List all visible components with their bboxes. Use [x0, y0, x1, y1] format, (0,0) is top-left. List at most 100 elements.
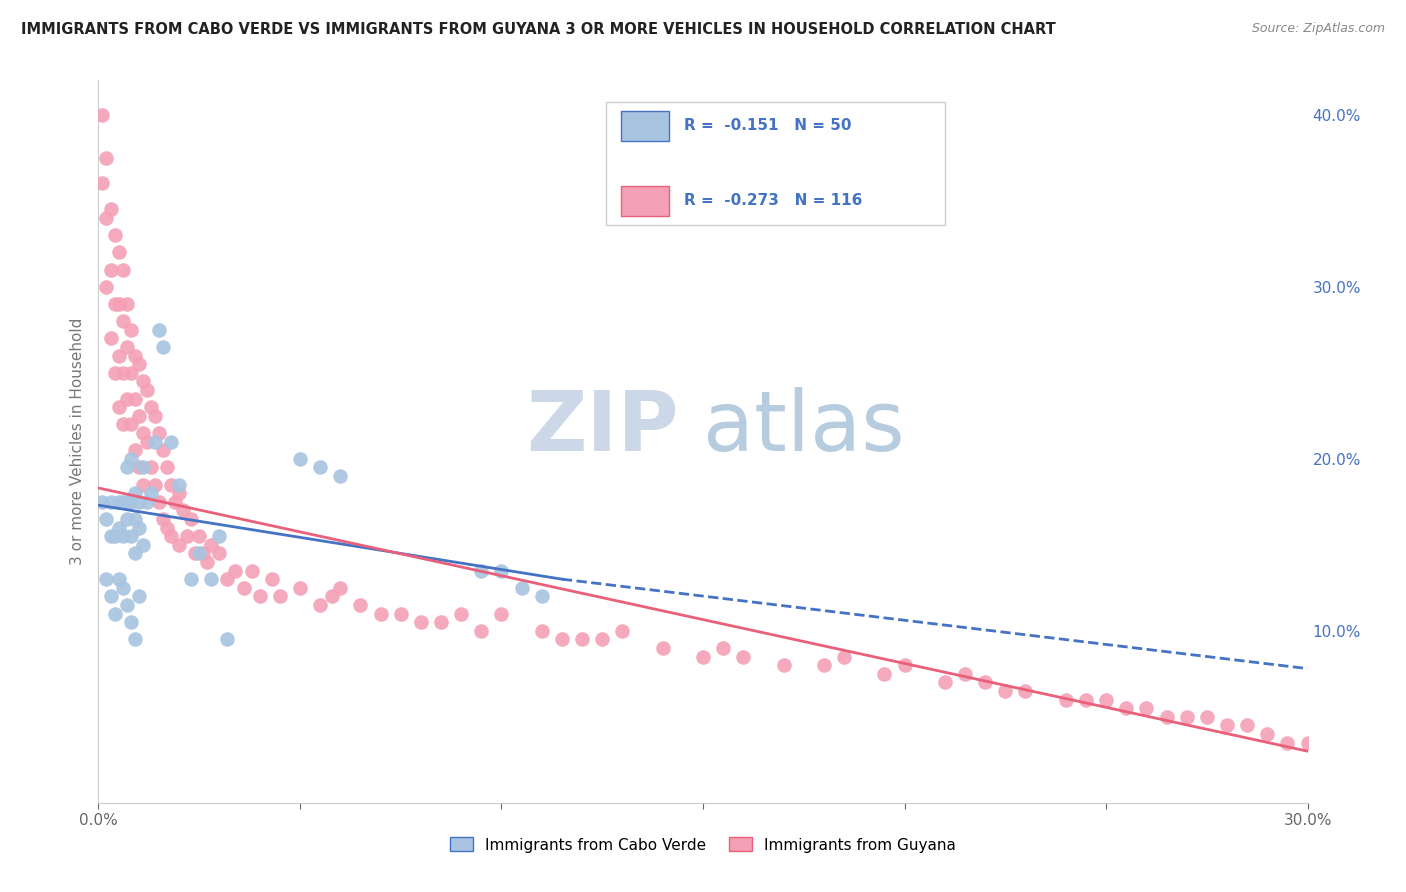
Point	[124, 512, 146, 526]
Point	[1195, 710, 1218, 724]
Point	[111, 366, 134, 380]
Point	[156, 460, 179, 475]
Point	[120, 366, 142, 380]
Point	[1256, 727, 1278, 741]
Point	[1074, 692, 1097, 706]
Point	[156, 520, 179, 534]
Point	[132, 477, 155, 491]
Point	[120, 494, 142, 508]
Point	[321, 590, 343, 604]
Point	[188, 546, 211, 560]
Point	[733, 649, 755, 664]
Point	[188, 529, 211, 543]
Point	[111, 417, 134, 432]
Point	[115, 297, 138, 311]
Text: IMMIGRANTS FROM CABO VERDE VS IMMIGRANTS FROM GUYANA 3 OR MORE VEHICLES IN HOUSE: IMMIGRANTS FROM CABO VERDE VS IMMIGRANTS…	[21, 22, 1056, 37]
Point	[132, 375, 155, 389]
Point	[551, 632, 574, 647]
Point	[329, 581, 352, 595]
Point	[288, 451, 311, 466]
Point	[107, 400, 129, 414]
Point	[176, 529, 198, 543]
Point	[135, 434, 157, 449]
Point	[91, 108, 114, 122]
Point	[1277, 735, 1299, 749]
Point	[240, 564, 263, 578]
Point	[132, 538, 155, 552]
Point	[167, 477, 190, 491]
Point	[711, 640, 734, 655]
Point	[103, 366, 125, 380]
Point	[450, 607, 472, 621]
Point	[1376, 753, 1399, 767]
Point	[571, 632, 593, 647]
Point	[132, 425, 155, 440]
Point	[115, 512, 138, 526]
Point	[148, 323, 170, 337]
Point	[100, 590, 122, 604]
Point	[329, 469, 352, 483]
Point	[1337, 744, 1360, 758]
Point	[139, 400, 162, 414]
Point	[100, 529, 122, 543]
Point	[692, 649, 714, 664]
Point	[107, 572, 129, 586]
Point	[200, 572, 222, 586]
Point	[148, 425, 170, 440]
Point	[128, 460, 150, 475]
Point	[115, 494, 138, 508]
Point	[124, 486, 146, 500]
Point	[530, 624, 553, 638]
Point	[96, 279, 118, 293]
Point	[160, 434, 183, 449]
Point	[128, 590, 150, 604]
Point	[107, 349, 129, 363]
Point	[832, 649, 855, 664]
Point	[107, 297, 129, 311]
Point	[491, 607, 513, 621]
Point	[111, 529, 134, 543]
Point	[195, 555, 218, 569]
Text: Source: ZipAtlas.com: Source: ZipAtlas.com	[1251, 22, 1385, 36]
Point	[143, 434, 166, 449]
Point	[974, 675, 997, 690]
Point	[180, 512, 202, 526]
Point	[1296, 735, 1319, 749]
Point	[1216, 718, 1239, 732]
Point	[260, 572, 283, 586]
Point	[96, 512, 118, 526]
Point	[96, 151, 118, 165]
Point	[193, 546, 215, 560]
Point	[124, 546, 146, 560]
Point	[124, 392, 146, 406]
Point	[152, 340, 174, 354]
Point	[208, 546, 231, 560]
Point	[115, 598, 138, 612]
Point	[128, 409, 150, 423]
Point	[139, 486, 162, 500]
Point	[309, 460, 332, 475]
Point	[124, 632, 146, 647]
Point	[232, 581, 254, 595]
Point	[1095, 692, 1118, 706]
Point	[994, 684, 1017, 698]
Point	[409, 615, 432, 630]
Point	[96, 572, 118, 586]
Point	[1054, 692, 1077, 706]
Point	[370, 607, 392, 621]
Point	[107, 494, 129, 508]
Point	[128, 520, 150, 534]
Text: ZIP: ZIP	[526, 386, 679, 467]
Point	[172, 503, 194, 517]
Point	[288, 581, 311, 595]
Point	[111, 314, 134, 328]
Point	[309, 598, 332, 612]
Point	[115, 340, 138, 354]
Point	[1398, 761, 1406, 775]
Point	[873, 666, 896, 681]
Point	[103, 529, 125, 543]
Point	[103, 297, 125, 311]
Point	[510, 581, 533, 595]
Point	[1175, 710, 1198, 724]
Point	[132, 460, 155, 475]
